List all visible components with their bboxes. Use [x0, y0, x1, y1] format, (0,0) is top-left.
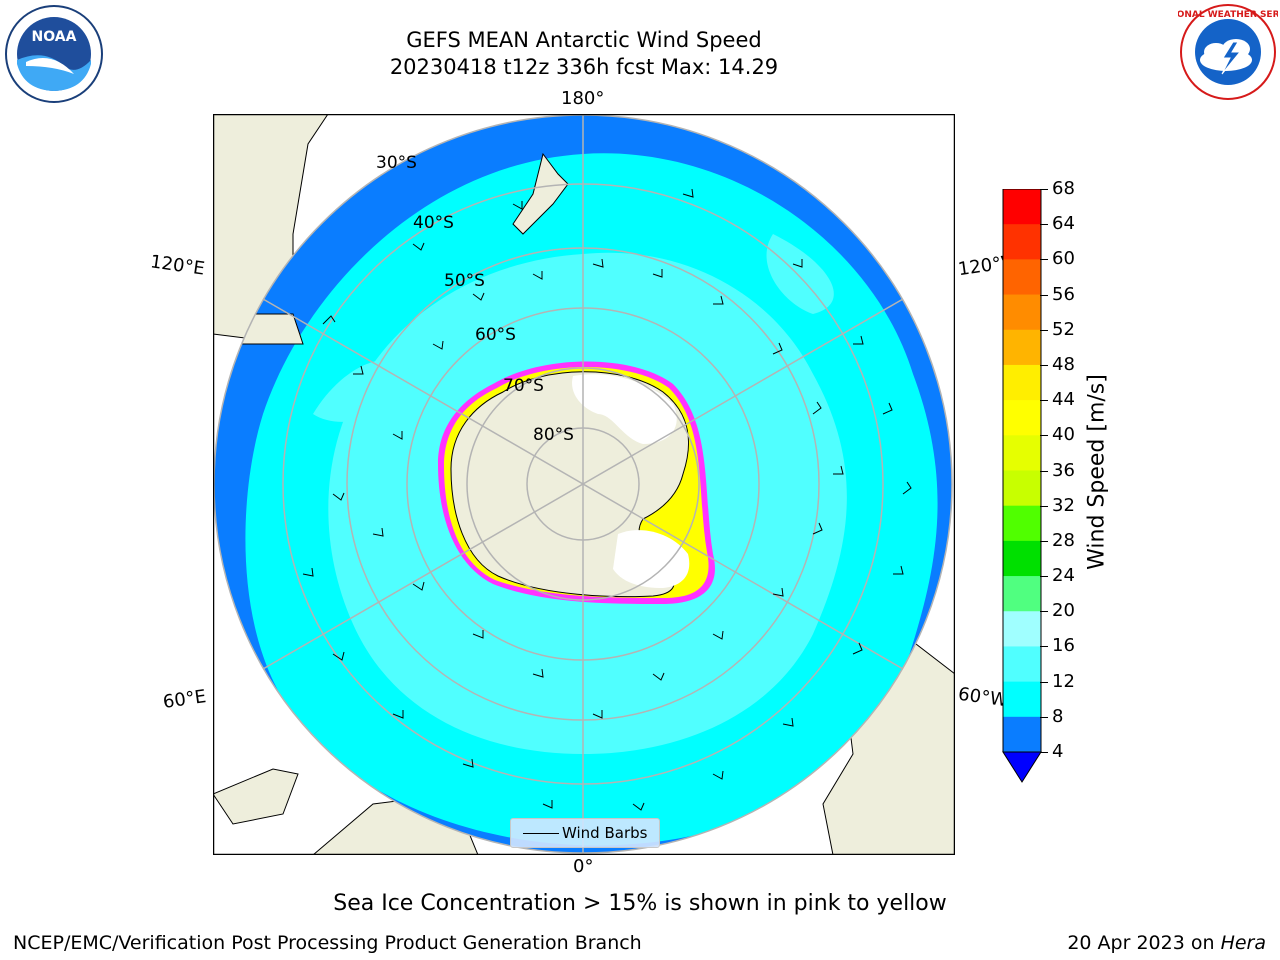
colorbar-tick-mark [1040, 224, 1048, 226]
colorbar-tick-mark [1040, 716, 1048, 718]
chart-subtitle: 20230418 t12z 336h fcst Max: 14.29 [389, 55, 779, 79]
lat-label-30s: 30°S [376, 153, 417, 173]
colorbar-svg [1002, 188, 1042, 783]
colorbar-tick-mark [1040, 540, 1048, 542]
colorbar-segment [1003, 329, 1041, 366]
wind-speed-map [212, 113, 956, 856]
colorbar-tick-mark [1040, 646, 1048, 648]
colorbar-segment [1003, 294, 1041, 331]
colorbar-segment [1003, 400, 1041, 436]
colorbar-tick-mark [1040, 435, 1048, 437]
colorbar-tick-mark [1040, 400, 1048, 402]
lat-label-70s: 70°S [503, 376, 544, 396]
wind-barbs-legend: Wind Barbs [510, 818, 660, 848]
colorbar-segment [1003, 646, 1041, 683]
colorbar-tick-mark [1040, 681, 1048, 683]
colorbar-tick-label: 40 [1052, 424, 1075, 446]
colorbar-tick-label: 32 [1052, 494, 1075, 516]
footer-date: 20 Apr 2023 on [1067, 932, 1221, 954]
colorbar-segment [1003, 364, 1041, 401]
colorbar-tick-mark [1040, 505, 1048, 507]
land-madagascar [212, 768, 299, 825]
footer-left: NCEP/EMC/Verification Post Processing Pr… [13, 932, 642, 954]
colorbar-label: Wind Speed [m/s] [1084, 374, 1110, 570]
ice-shelf-weddell [613, 530, 690, 588]
colorbar-tick-label: 60 [1052, 248, 1075, 270]
lon-label-bottom: 0° [573, 856, 594, 877]
colorbar-tick-mark [1040, 752, 1048, 753]
colorbar-tick-mark [1040, 364, 1048, 366]
colorbar-segment [1003, 259, 1041, 296]
colorbar-tick-label: 20 [1052, 600, 1075, 622]
lat-label-50s: 50°S [444, 271, 485, 291]
colorbar-tick-mark [1040, 294, 1048, 296]
colorbar-tick-mark [1040, 189, 1048, 190]
colorbar-segment [1003, 505, 1041, 542]
lat-label-80s: 80°S [533, 425, 574, 445]
colorbar-tick-mark [1040, 329, 1048, 331]
colorbar-segment [1003, 189, 1041, 225]
colorbar-segment [1003, 435, 1041, 471]
colorbar-tick-label: 28 [1052, 529, 1075, 551]
colorbar-tick-label: 52 [1052, 318, 1075, 340]
colorbar-tick-label: 4 [1052, 741, 1064, 762]
nws-logo: NATIONAL WEATHER SERVICE [1153, 2, 1280, 102]
svg-text:NOAA: NOAA [32, 29, 77, 45]
noaa-logo: NOAA [4, 4, 104, 104]
colorbar-segment [1003, 716, 1041, 753]
colorbar [1002, 188, 1042, 784]
chart-title: GEFS MEAN Antarctic Wind Speed [406, 28, 762, 52]
colorbar-tick-label: 36 [1052, 459, 1075, 481]
colorbar-segment [1003, 681, 1041, 718]
legend-line [523, 833, 559, 834]
lat-label-60s: 60°S [475, 325, 516, 345]
colorbar-tick-label: 16 [1052, 635, 1075, 657]
colorbar-tick-mark [1040, 259, 1048, 261]
sea-ice-note: Sea Ice Concentration > 15% is shown in … [333, 891, 947, 916]
colorbar-tick-label: 24 [1052, 565, 1075, 587]
wind-barbs [302, 188, 912, 811]
colorbar-segment [1003, 576, 1041, 612]
ice-shelf-ross [572, 374, 677, 444]
colorbar-segment [1003, 224, 1041, 260]
legend-label: Wind Barbs [562, 824, 648, 842]
svg-text:NATIONAL WEATHER SERVICE: NATIONAL WEATHER SERVICE [1178, 10, 1278, 20]
colorbar-segment [1003, 470, 1041, 507]
colorbar-under-extension [1002, 751, 1042, 783]
map-svg [212, 113, 956, 856]
land-new-zealand [512, 152, 569, 235]
colorbar-tick-mark [1040, 576, 1048, 578]
colorbar-segment [1003, 540, 1041, 577]
lon-label-top: 180° [561, 88, 605, 109]
colorbar-tick-mark [1040, 470, 1048, 472]
colorbar-tick-label: 64 [1052, 213, 1075, 235]
colorbar-tick-label: 48 [1052, 353, 1075, 375]
colorbar-tick-label: 68 [1052, 178, 1075, 199]
colorbar-tick-label: 44 [1052, 389, 1075, 411]
colorbar-tick-label: 56 [1052, 283, 1075, 305]
colorbar-tick-label: 8 [1052, 705, 1064, 727]
lat-label-40s: 40°S [413, 213, 454, 233]
colorbar-tick-mark [1040, 611, 1048, 613]
lon-label-upper-left: 120°E [148, 251, 206, 280]
lon-label-lower-left: 60°E [161, 686, 208, 713]
footer-machine: Hera [1220, 932, 1266, 954]
footer-right: 20 Apr 2023 on Hera [1067, 932, 1266, 954]
colorbar-tick-label: 12 [1052, 670, 1075, 692]
colorbar-segment [1003, 611, 1041, 647]
